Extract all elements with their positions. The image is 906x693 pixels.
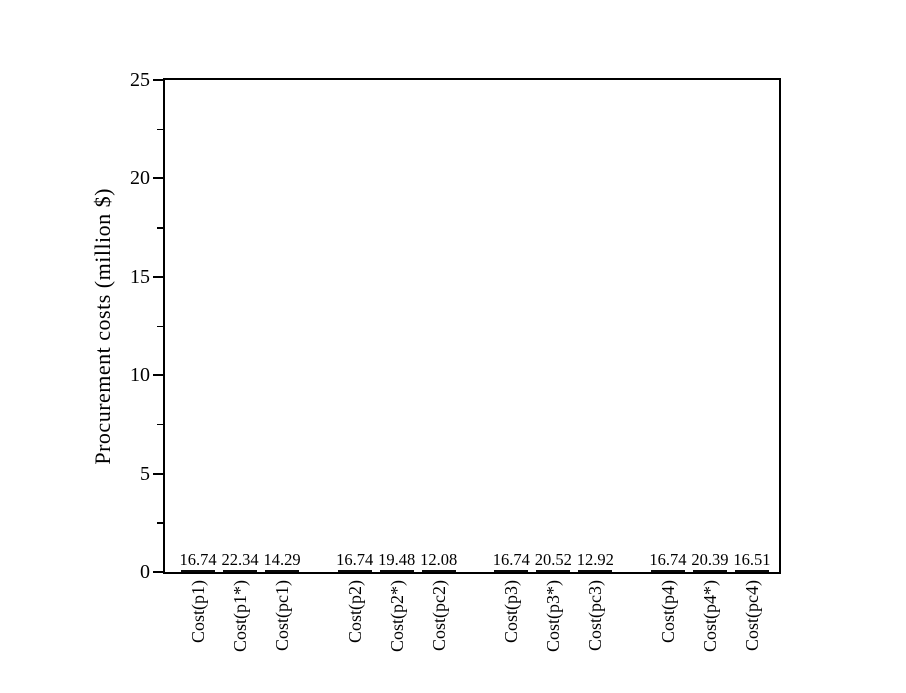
y-axis-tick-label: 15 (130, 265, 150, 288)
bar-group: 16.74 Cost(p1) 22.34 Cost(p1*) 14.29 Cost(pc1… (179, 551, 300, 652)
x-axis-category-label-text: Cost(p1) (188, 580, 208, 643)
y-axis-tick-label: 10 (130, 364, 150, 387)
x-axis-category-label: Cost(pc2) (428, 580, 449, 651)
bars-container: 16.74 Cost(p1) 22.34 Cost(p1*) 14.29 Cost(pc1… (165, 80, 779, 652)
x-axis-category-label-text: Cost(pc2) (428, 580, 449, 651)
bar-value-label: 20.52 (534, 549, 572, 569)
bar-group: 16.74 Cost(p4) 20.39 Cost(p4*) 16.51 Cost(pc4… (649, 551, 770, 652)
bar-value-label: 16.74 (179, 549, 217, 569)
x-axis-category-label: Cost(p1*) (230, 580, 250, 652)
bar-value-label: 16.74 (492, 549, 530, 569)
y-axis-title-text: Procurement costs (million $) (90, 187, 115, 465)
x-axis-category-label-text: Cost(p2*) (386, 580, 407, 652)
y-axis-tick-label: 5 (140, 462, 150, 485)
x-axis-category-label: Cost(p2*) (386, 580, 407, 652)
y-axis-minor-tick (157, 128, 163, 131)
x-axis-category-label: Cost(p4*) (699, 580, 720, 652)
x-axis-category-label-text: Cost(p3) (501, 580, 522, 643)
bar-value-label: 16.51 (733, 549, 771, 569)
bar: 14.29 Cost(pc1) (263, 551, 300, 651)
x-axis-category-label-text: Cost(pc1) (272, 580, 292, 651)
y-axis-major-tick (153, 472, 163, 475)
bar-value-label: 16.74 (649, 549, 687, 569)
x-axis-category-label: Cost(p2) (344, 580, 365, 643)
y-axis-minor-tick (157, 522, 163, 524)
y-axis-minor-tick (157, 227, 163, 229)
y-axis-title: Procurement costs (million $) (84, 78, 122, 574)
bar: 20.52 Cost(p3*) (535, 551, 572, 652)
y-axis-major-tick (153, 374, 163, 377)
bar: 16.74 Cost(p1) (179, 551, 216, 643)
x-axis-category-label-text: Cost(pc4) (741, 580, 762, 651)
bar: 19.48 Cost(p2*) (378, 551, 415, 652)
plot-area: 0 5 10 15 20 25 16.74 Cost(p1) 22.34 Cost(p1*) 14… (130, 70, 781, 652)
bar-value-label: 12.92 (576, 549, 614, 569)
x-axis-category-label-text: Cost(p1*) (230, 580, 250, 652)
y-axis-major-tick (153, 177, 163, 180)
bar: 16.51 Cost(pc4) (733, 551, 770, 651)
y-axis-major-tick (153, 571, 163, 573)
bar: 20.39 Cost(p4*) (691, 551, 728, 652)
bar-value-label: 16.74 (336, 549, 374, 569)
x-axis-category-label: Cost(p4) (657, 580, 678, 643)
bar-group: 16.74 Cost(p2) 19.48 Cost(p2*) 12.08 Cost(pc2… (336, 551, 457, 652)
x-axis-category-label: Cost(p3*) (543, 580, 564, 652)
bar-value-label: 14.29 (263, 549, 301, 569)
bar: 16.74 Cost(p3) (493, 551, 530, 643)
y-axis-major-tick (153, 275, 163, 278)
bar: 12.92 Cost(pc3) (577, 551, 614, 651)
bar-value-label: 19.48 (378, 549, 416, 569)
x-axis-category-label-text: Cost(p4*) (699, 580, 720, 652)
bar: 22.34 Cost(p1*) (221, 551, 258, 652)
x-axis-category-label: Cost(p3) (501, 580, 522, 643)
x-axis-category-label: Cost(pc4) (741, 580, 762, 651)
bar: 12.08 Cost(pc2) (420, 551, 457, 651)
x-axis-category-label-text: Cost(p2) (344, 580, 365, 643)
y-axis-tick-label: 0 (140, 561, 150, 583)
y-axis-major-tick (153, 79, 163, 81)
x-axis-category-label-text: Cost(p4) (657, 580, 678, 643)
bar-value-label: 20.39 (691, 549, 729, 569)
bar: 16.74 Cost(p2) (336, 551, 373, 643)
x-axis-category-label: Cost(p1) (188, 580, 208, 643)
y-axis-tick-label: 20 (130, 167, 150, 190)
bar-value-label: 12.08 (420, 549, 458, 569)
y-axis-tick-label: 25 (130, 69, 150, 91)
y-axis-minor-tick (157, 423, 163, 426)
x-axis-category-label: Cost(pc1) (272, 580, 292, 651)
bar-group: 16.74 Cost(p3) 20.52 Cost(p3*) 12.92 Cost(pc3… (493, 551, 614, 652)
x-axis-category-label-text: Cost(p3*) (543, 580, 564, 652)
bar: 16.74 Cost(p4) (649, 551, 686, 643)
bar-value-label: 22.34 (221, 549, 259, 569)
x-axis-category-label-text: Cost(pc3) (585, 580, 606, 651)
y-axis-minor-tick (157, 325, 163, 327)
x-axis-category-label: Cost(pc3) (585, 580, 606, 651)
